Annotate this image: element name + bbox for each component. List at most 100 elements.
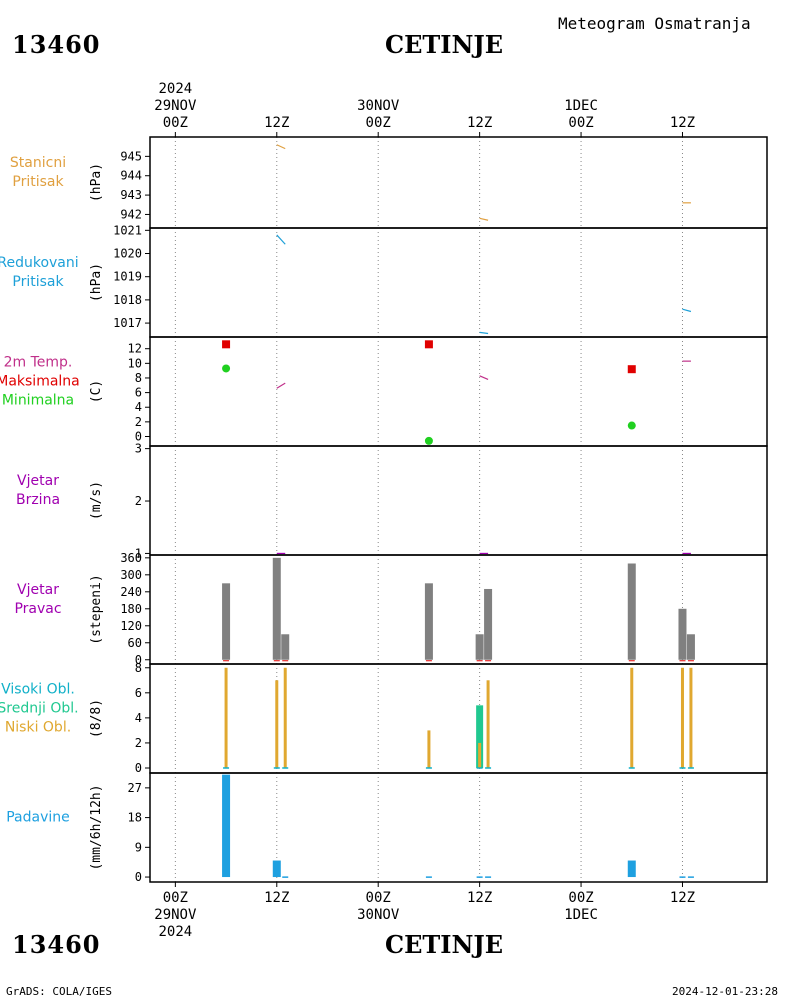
y-tick-label: 12 — [128, 342, 142, 356]
cloud-bar — [476, 705, 484, 768]
x-tick-label: 12Z — [264, 115, 289, 131]
y-axis-unit: (C) — [89, 380, 104, 403]
x-year-label: 2024 — [158, 924, 192, 940]
y-tick-label: 943 — [120, 188, 142, 202]
panel-frame — [149, 554, 768, 665]
direction-bar — [686, 634, 695, 660]
x-tick-label: 00Z — [366, 890, 391, 906]
y-axis-unit: (hPa) — [89, 163, 104, 202]
cloud-bar — [478, 742, 482, 768]
direction-bar — [281, 634, 290, 660]
y-tick-label: 2 — [135, 494, 142, 508]
series-line — [276, 144, 286, 150]
y-tick-label: 27 — [128, 781, 142, 795]
x-tick-label: 12Z — [467, 890, 492, 906]
panel-frame — [149, 336, 768, 447]
series-line — [276, 234, 286, 245]
panel-label: 2m Temp. — [4, 355, 73, 371]
precip-bar — [282, 876, 289, 878]
direction-bar — [424, 583, 433, 660]
tmin-marker — [424, 436, 433, 445]
footer-city-title: CETINJE — [385, 930, 504, 959]
precip-bar — [222, 774, 231, 878]
y-tick-label: 0 — [135, 870, 142, 884]
panel-frame — [149, 227, 768, 338]
credit-text: GrADS: COLA/IGES — [6, 985, 112, 998]
y-tick-label: 8 — [135, 371, 142, 385]
panel-frame — [149, 772, 768, 883]
cloud-bar — [275, 680, 279, 768]
y-tick-label: 1018 — [113, 293, 142, 307]
y-tick-label: 18 — [128, 811, 142, 825]
chart-title: Meteogram Osmatranja — [558, 14, 751, 33]
series-line — [479, 375, 489, 380]
y-tick-label: 6 — [135, 686, 142, 700]
panel-label: Pravac — [14, 601, 61, 617]
y-axis-unit: (hPa) — [89, 263, 104, 302]
panel-label: Maksimalna — [0, 374, 80, 390]
series-line — [479, 217, 489, 221]
panel-frame — [149, 663, 768, 774]
x-tick-label: 12Z — [670, 890, 695, 906]
panel-label: Srednji Obl. — [0, 701, 79, 717]
precip-bar — [679, 876, 686, 878]
panel-label: Niski Obl. — [5, 720, 71, 736]
y-tick-label: 8 — [135, 661, 142, 675]
panel-label: Minimalna — [2, 393, 74, 409]
y-tick-label: 240 — [120, 585, 142, 599]
precip-bar — [485, 876, 492, 878]
y-tick-label: 6 — [135, 386, 142, 400]
y-axis-unit: (mm/6h/12h) — [89, 784, 104, 870]
y-tick-label: 0 — [135, 761, 142, 775]
direction-bar — [272, 557, 281, 660]
precip-bar — [272, 860, 281, 878]
panel-label: Stanicni — [10, 155, 66, 171]
y-tick-label: 942 — [120, 207, 142, 221]
series-line — [682, 308, 692, 313]
panel-label: Visoki Obl. — [1, 682, 75, 698]
x-tick-label: 00Z — [568, 890, 593, 906]
tmax-marker — [424, 340, 433, 349]
cloud-bar — [486, 680, 490, 768]
y-axis-unit: (8/8) — [89, 699, 104, 738]
station-id: 13460 — [12, 30, 101, 59]
y-tick-label: 1019 — [113, 270, 142, 284]
city-title: CETINJE — [385, 30, 504, 59]
x-tick-label: 00Z — [366, 115, 391, 131]
y-tick-label: 4 — [135, 400, 142, 414]
y-axis-unit: (m/s) — [89, 481, 104, 520]
cloud-bar — [224, 667, 228, 768]
y-tick-label: 10 — [128, 356, 142, 370]
timestamp-text: 2024-12-01-23:28 — [672, 985, 778, 998]
panel-label: Redukovani — [0, 255, 79, 271]
x-tick-label: 12Z — [670, 115, 695, 131]
y-tick-label: 300 — [120, 568, 142, 582]
precip-bar — [687, 876, 694, 878]
panel-label: Pritisak — [12, 274, 64, 290]
x-tick-label: 00Z — [163, 890, 188, 906]
y-tick-label: 180 — [120, 602, 142, 616]
y-tick-label: 9 — [135, 840, 142, 854]
y-tick-label: 120 — [120, 619, 142, 633]
cloud-bar — [630, 667, 634, 768]
series-line — [276, 382, 286, 389]
panel-frame — [149, 445, 768, 556]
y-tick-label: 60 — [128, 636, 142, 650]
y-tick-label: 1 — [135, 546, 142, 560]
panel-frame — [149, 136, 768, 229]
x-date-label: 1DEC — [564, 907, 598, 923]
footer-station-id: 13460 — [12, 930, 101, 959]
y-tick-label: 4 — [135, 711, 142, 725]
x-tick-label: 00Z — [163, 115, 188, 131]
direction-bar — [222, 583, 231, 660]
direction-bar — [484, 588, 493, 660]
tmax-marker — [627, 365, 636, 374]
y-tick-label: 1021 — [113, 223, 142, 237]
direction-bar — [627, 563, 636, 660]
tmax-marker — [222, 340, 231, 349]
y-tick-label: 3 — [135, 442, 142, 456]
y-tick-label: 944 — [120, 169, 142, 183]
panel-label: Padavine — [6, 810, 70, 826]
direction-bar — [678, 608, 687, 660]
